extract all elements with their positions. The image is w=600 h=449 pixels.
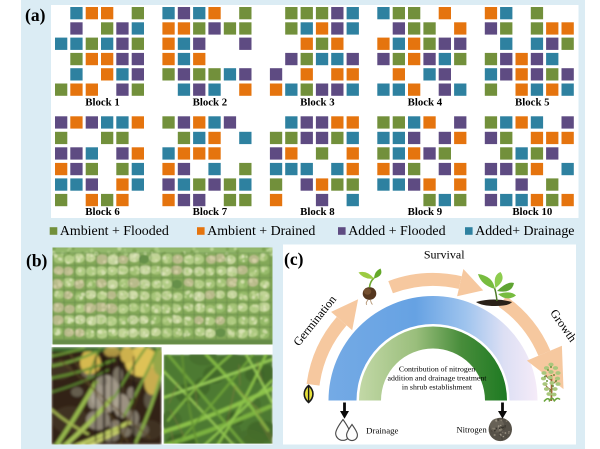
svg-text:Block 5: Block 5 <box>515 97 550 109</box>
svg-text:(c): (c) <box>284 249 304 269</box>
svg-text:Nitrogen: Nitrogen <box>456 425 487 435</box>
svg-text:Ambient + Drained: Ambient + Drained <box>207 224 315 239</box>
svg-text:Survival: Survival <box>424 248 465 262</box>
svg-text:Contribution of nitrogen: Contribution of nitrogen <box>399 365 475 374</box>
svg-text:Block 3: Block 3 <box>300 97 335 109</box>
svg-text:Drainage: Drainage <box>366 426 398 436</box>
svg-text:Block 7: Block 7 <box>193 206 228 218</box>
svg-text:Block 10: Block 10 <box>512 206 552 218</box>
svg-text:Block 2: Block 2 <box>193 97 228 109</box>
svg-text:Block 1: Block 1 <box>85 97 120 109</box>
svg-text:Block 9: Block 9 <box>408 206 443 218</box>
svg-text:in shrub establishment: in shrub establishment <box>402 383 473 392</box>
svg-text:Ambient + Flooded: Ambient + Flooded <box>60 224 169 239</box>
svg-text:Added + Flooded: Added + Flooded <box>348 224 445 239</box>
svg-text:Block 8: Block 8 <box>300 206 335 218</box>
svg-text:Block 6: Block 6 <box>85 206 120 218</box>
svg-text:Added+ Drainage: Added+ Drainage <box>475 224 574 239</box>
svg-text:Block 4: Block 4 <box>408 97 443 109</box>
svg-text:(a): (a) <box>25 5 46 25</box>
svg-text:(b): (b) <box>26 251 48 271</box>
svg-text:addition and drainage treatmen: addition and drainage treatment <box>388 374 488 383</box>
